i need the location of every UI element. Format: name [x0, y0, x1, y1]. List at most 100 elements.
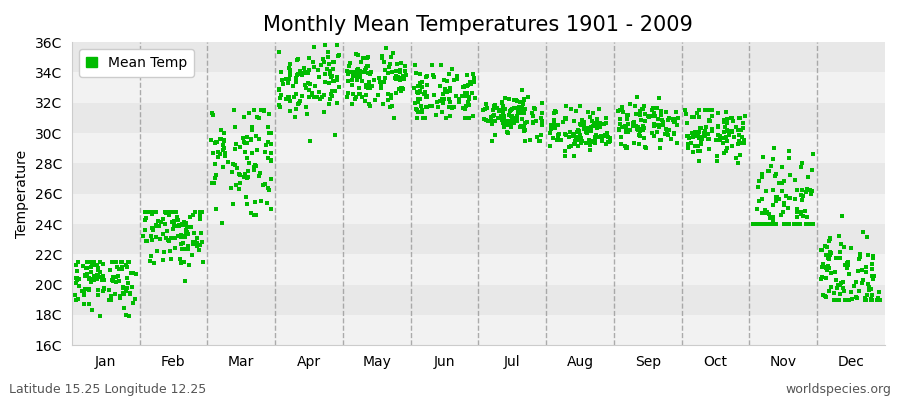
Point — [567, 138, 581, 144]
Point — [262, 130, 276, 136]
Point — [681, 141, 696, 147]
Point — [71, 259, 86, 265]
Point — [590, 116, 604, 123]
Point — [790, 187, 805, 194]
Point — [532, 138, 546, 144]
Point — [753, 221, 768, 227]
Point — [660, 128, 674, 134]
Point — [145, 209, 159, 215]
Point — [173, 256, 187, 262]
Point — [554, 137, 569, 144]
Point — [551, 136, 565, 142]
Point — [439, 89, 454, 95]
Point — [96, 288, 111, 294]
Point — [166, 219, 180, 225]
Point — [518, 138, 533, 144]
Point — [463, 102, 477, 108]
Point — [815, 264, 830, 270]
Point — [500, 130, 515, 136]
Point — [620, 111, 634, 118]
Point — [833, 279, 848, 286]
Point — [317, 109, 331, 116]
Point — [737, 140, 751, 146]
Point — [548, 108, 562, 114]
Point — [346, 91, 360, 97]
Point — [284, 70, 298, 76]
Point — [652, 124, 666, 130]
Point — [443, 113, 457, 119]
Point — [226, 161, 240, 168]
Point — [634, 117, 648, 123]
Point — [593, 124, 608, 130]
Point — [620, 116, 634, 122]
Point — [371, 92, 385, 98]
Point — [376, 79, 391, 85]
Point — [282, 76, 296, 82]
Point — [430, 104, 445, 110]
Point — [178, 220, 193, 226]
Point — [476, 106, 491, 113]
Point — [389, 68, 403, 74]
Point — [394, 88, 409, 95]
Point — [460, 72, 474, 78]
Point — [637, 125, 652, 131]
Point — [186, 230, 201, 236]
Point — [632, 132, 646, 138]
Point — [628, 103, 643, 110]
Point — [345, 68, 359, 75]
Point — [856, 276, 870, 283]
Point — [344, 69, 358, 76]
Point — [667, 116, 681, 123]
Point — [224, 168, 238, 175]
Point — [459, 93, 473, 100]
Point — [717, 135, 732, 142]
Point — [272, 86, 286, 93]
Bar — [72, 224, 885, 254]
Point — [84, 264, 98, 270]
Point — [788, 177, 802, 183]
Point — [357, 97, 372, 104]
Point — [178, 278, 193, 284]
Point — [824, 236, 838, 242]
Point — [409, 100, 423, 106]
Point — [754, 174, 769, 181]
Point — [725, 114, 740, 121]
Point — [803, 187, 817, 193]
Point — [254, 198, 268, 204]
Point — [122, 291, 137, 297]
Point — [363, 85, 377, 92]
Point — [573, 140, 588, 147]
Point — [396, 86, 410, 92]
Point — [302, 55, 316, 62]
Point — [359, 82, 374, 88]
Point — [374, 84, 389, 91]
Point — [240, 174, 255, 180]
Point — [362, 78, 376, 85]
Point — [291, 71, 305, 77]
Point — [725, 143, 740, 149]
Point — [389, 76, 403, 82]
Point — [600, 130, 615, 137]
Point — [282, 65, 296, 71]
Point — [224, 185, 238, 191]
Point — [389, 90, 403, 96]
Point — [120, 285, 134, 292]
Point — [510, 98, 525, 104]
Point — [856, 229, 870, 235]
Point — [719, 109, 733, 116]
Point — [843, 245, 858, 251]
Point — [80, 286, 94, 292]
Point — [91, 287, 105, 293]
Point — [500, 128, 514, 135]
Point — [776, 209, 790, 215]
Point — [698, 128, 712, 134]
Point — [749, 221, 763, 227]
Point — [572, 103, 587, 109]
Point — [760, 221, 775, 227]
Point — [175, 234, 189, 240]
Point — [832, 233, 846, 239]
Point — [588, 134, 602, 140]
Point — [618, 142, 633, 149]
Point — [680, 120, 694, 126]
Point — [487, 103, 501, 109]
